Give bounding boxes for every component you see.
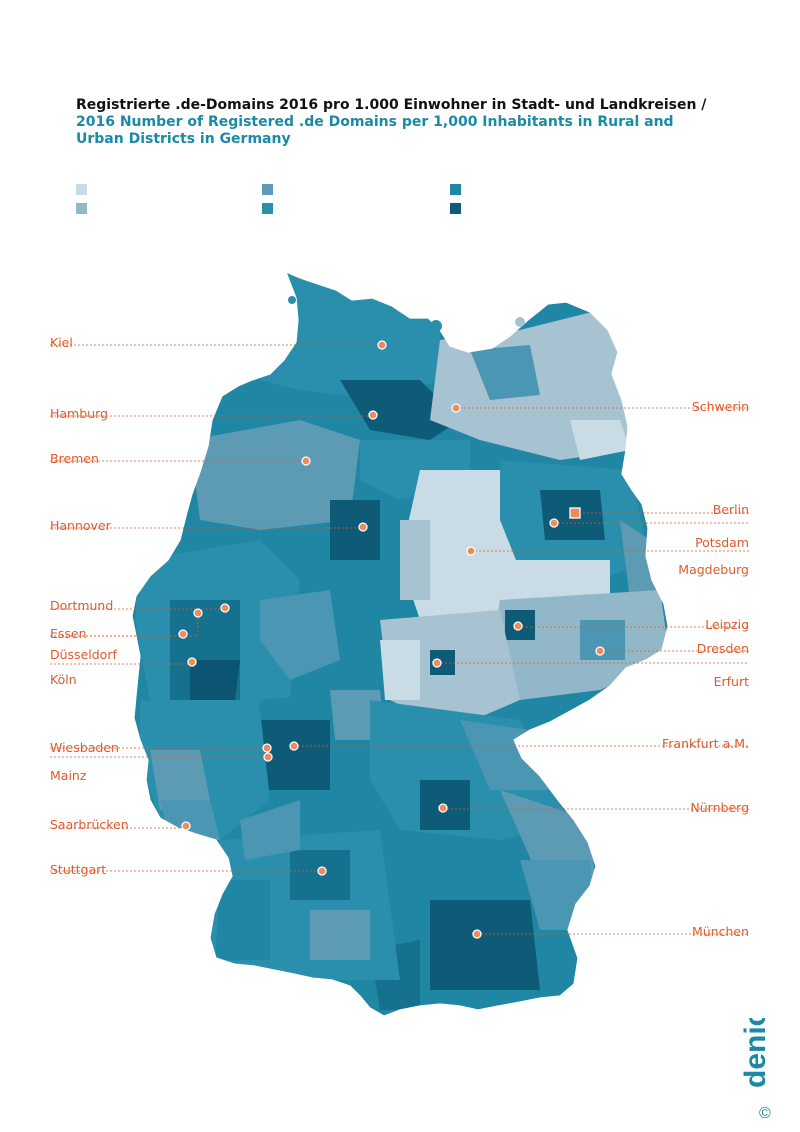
map-title: Registrierte .de-Domains 2016 pro 1.000 … <box>76 97 716 148</box>
region-schwaebische-alb <box>310 910 370 960</box>
city-label-potsdam: Potsdam <box>695 535 749 550</box>
city-marker-magdeburg <box>466 546 476 556</box>
city-label-stuttgart: Stuttgart <box>50 862 107 877</box>
region-oberpfalz <box>500 790 595 880</box>
region-saarland <box>160 800 220 840</box>
city-marker-essen <box>193 608 203 618</box>
city-label-duesseldorf: Düsseldorf <box>50 647 117 662</box>
region-rhein-neckar <box>240 800 300 860</box>
city-label-schwerin: Schwerin <box>691 399 749 414</box>
city-label-erfurt: Erfurt <box>713 674 749 689</box>
region-muenchen <box>430 900 540 990</box>
region-koeln <box>190 660 240 700</box>
region-mv-light <box>570 420 630 460</box>
city-marker-erfurt <box>432 658 442 668</box>
city-label-essen: Essen <box>50 626 87 641</box>
city-marker-saarbruecken <box>181 821 191 831</box>
region-eichsfeld <box>380 640 420 700</box>
city-marker-leipzig <box>513 621 523 631</box>
city-markers <box>178 340 605 939</box>
city-label-muenchen: München <box>691 924 749 939</box>
city-marker-dortmund <box>220 603 230 613</box>
island-foehr <box>299 313 305 319</box>
city-label-dresden: Dresden <box>696 641 749 656</box>
region-hannover <box>330 500 380 560</box>
city-label-frankfurt-am: Frankfurt a.M. <box>662 736 749 751</box>
region-ostwestfalen <box>260 590 340 680</box>
denic-logo: denic © <box>739 1018 772 1122</box>
city-marker-mainz <box>263 752 273 762</box>
city-marker-wiesbaden <box>262 743 272 753</box>
logo-text: denic <box>739 1018 772 1088</box>
city-label-mainz: Mainz <box>50 768 87 783</box>
city-marker-kiel <box>377 340 387 350</box>
copyright-symbol: © <box>759 1105 771 1122</box>
city-label-hannover: Hannover <box>50 518 111 533</box>
city-label-bremen: Bremen <box>50 451 99 466</box>
island-fehmarn <box>430 320 442 332</box>
city-marker-koeln <box>187 657 197 667</box>
region-rhein-main <box>260 720 330 790</box>
region-mv-mid <box>470 345 540 400</box>
city-marker-frankfurt-am <box>289 741 299 751</box>
island-sylt <box>288 296 296 304</box>
region-oberfranken <box>460 720 560 790</box>
city-marker-potsdam <box>549 518 559 528</box>
city-marker-schwerin <box>451 403 461 413</box>
legend-swatch-4 <box>262 203 273 214</box>
city-label-nuernberg: Nürnberg <box>690 800 749 815</box>
city-marker-muenchen <box>472 929 482 939</box>
city-label-hamburg: Hamburg <box>50 406 108 421</box>
region-hamburg <box>340 380 460 440</box>
city-marker-dresden <box>595 646 605 656</box>
region-breisgau <box>215 880 270 960</box>
region-eifel <box>150 750 210 810</box>
title-german: Registrierte .de-Domains 2016 pro 1.000 … <box>76 97 707 113</box>
island-ruegen <box>515 317 525 327</box>
city-label-dortmund: Dortmund <box>50 598 114 613</box>
legend-swatch-2 <box>76 203 87 214</box>
region-dresden <box>580 620 625 660</box>
city-marker-berlin <box>569 507 581 519</box>
legend <box>76 184 476 214</box>
city-marker-bremen <box>301 456 311 466</box>
city-label-koeln: Köln <box>50 672 77 687</box>
legend-swatch-6 <box>450 203 461 214</box>
region-harz <box>400 520 430 600</box>
city-lines <box>50 344 749 935</box>
city-marker-duesseldorf <box>178 629 188 639</box>
region-weser-ems <box>190 420 360 530</box>
legend-swatch-3 <box>262 184 273 195</box>
city-label-wiesbaden: Wiesbaden <box>50 740 119 755</box>
city-label-kiel: Kiel <box>50 335 73 350</box>
region-erfurt <box>430 650 455 675</box>
city-marker-nuernberg <box>438 803 448 813</box>
city-marker-hannover <box>358 522 368 532</box>
city-label-saarbruecken: Saarbrücken <box>50 817 129 832</box>
city-marker-stuttgart <box>317 866 327 876</box>
title-english: 2016 Number of Registered .de Domains pe… <box>76 114 674 147</box>
city-label-leipzig: Leipzig <box>705 617 749 632</box>
legend-swatch-5 <box>450 184 461 195</box>
city-marker-hamburg <box>368 410 378 420</box>
city-label-magdeburg: Magdeburg <box>678 562 749 577</box>
city-label-berlin: Berlin <box>712 502 749 517</box>
legend-swatch-1 <box>76 184 87 195</box>
